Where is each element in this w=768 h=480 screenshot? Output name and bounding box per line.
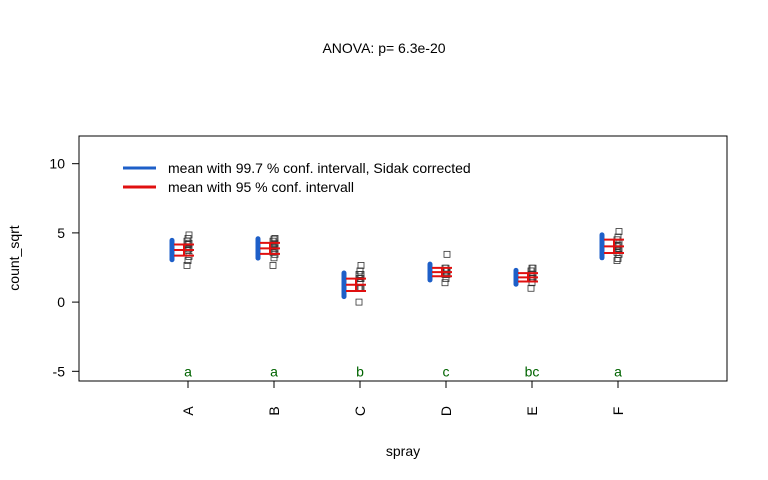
group-letter: b [356, 363, 364, 379]
data-marks: a a b c bc a [169, 228, 624, 379]
data-point [185, 245, 193, 253]
data-point [269, 262, 277, 269]
data-point [356, 267, 364, 275]
y-axis: -5 0 5 10 [49, 156, 80, 379]
x-tick-label: D [438, 406, 454, 416]
data-point [527, 284, 535, 292]
y-tick-label: 5 [57, 225, 65, 241]
data-point [184, 235, 192, 242]
x-axis-label: spray [386, 443, 420, 459]
data-point [185, 239, 193, 247]
data-point [615, 250, 623, 258]
data-point [355, 271, 363, 278]
data-point [357, 262, 365, 269]
data-point [529, 264, 537, 272]
x-tick-label: B [266, 406, 282, 415]
y-tick-label: 0 [57, 294, 65, 310]
legend-label-ci997: mean with 99.7 % conf. intervall, Sidak … [168, 160, 471, 176]
group-letter: c [443, 363, 450, 379]
data-point [183, 262, 191, 269]
legend: mean with 99.7 % conf. intervall, Sidak … [123, 160, 471, 195]
chart-title: ANOVA: p= 6.3e-20 [322, 40, 445, 56]
data-point [441, 279, 449, 287]
group-letter: a [614, 363, 622, 379]
data-point [443, 250, 451, 258]
y-tick-label: -5 [53, 363, 66, 379]
y-tick-label: 10 [49, 156, 65, 172]
group-letter: a [270, 363, 278, 379]
x-tick-label: F [610, 407, 626, 416]
group-letter: bc [525, 363, 540, 379]
data-point [528, 279, 536, 287]
legend-label-ci95: mean with 95 % conf. intervall [168, 179, 354, 195]
data-point [355, 298, 363, 306]
data-point [185, 231, 193, 239]
group-letter: a [184, 363, 192, 379]
data-point [615, 228, 623, 235]
x-axis: A B C D E F [180, 380, 626, 416]
y-axis-label: count_sqrt [6, 225, 22, 290]
data-point [184, 257, 192, 264]
x-tick-label: E [524, 406, 540, 415]
x-tick-label: A [180, 406, 196, 416]
data-point [271, 235, 279, 242]
x-tick-label: C [352, 406, 368, 416]
